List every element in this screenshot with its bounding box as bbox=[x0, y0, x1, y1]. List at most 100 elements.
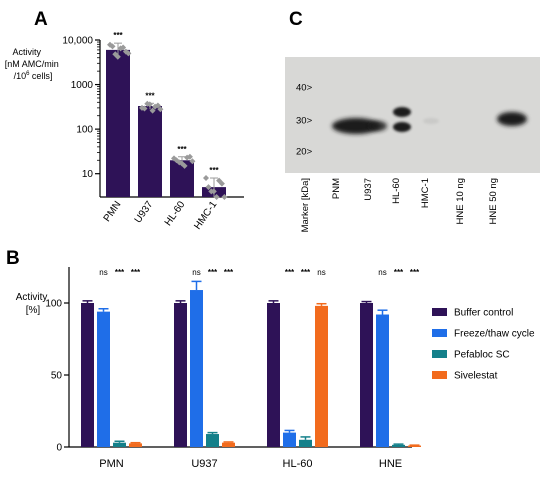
panel-a: A Activity [nM AMC/min /106 cells] 10 100… bbox=[5, 9, 244, 232]
panel-a-data-point bbox=[125, 50, 132, 57]
panel-a-x-labels: PMN U937 HL-60 HMC-1 bbox=[102, 199, 220, 232]
panel-b-bar bbox=[299, 439, 312, 447]
panel-a-ylabel-line2: [nM AMC/min bbox=[5, 59, 59, 69]
panel-b-significance-label: *** bbox=[224, 268, 234, 277]
blot-band-hne-50ng bbox=[497, 112, 527, 126]
panel-b-legend-swatch bbox=[432, 308, 447, 316]
panel-b-bar bbox=[267, 303, 280, 447]
panel-b-significance-label: ns bbox=[317, 268, 325, 277]
panel-b-bar bbox=[408, 445, 421, 447]
panel-a-data-point bbox=[173, 157, 180, 164]
panel-a-data-point bbox=[109, 43, 116, 50]
panel-b-x-label: HL-60 bbox=[283, 458, 313, 470]
panel-a-y-tick-label: 10 bbox=[82, 169, 94, 180]
blot-membrane bbox=[285, 57, 540, 173]
blot-marker-label: 20> bbox=[296, 147, 313, 158]
panel-b-bar bbox=[360, 303, 373, 447]
panel-b-significance-label: ns bbox=[378, 268, 386, 277]
panel-a-y-tick-label: 1000 bbox=[71, 80, 94, 91]
panel-a-data-point bbox=[189, 158, 196, 165]
panel-b-bars bbox=[81, 280, 421, 447]
panel-a-bar bbox=[138, 106, 162, 197]
panel-b-bar bbox=[129, 443, 142, 447]
blot-lane-label: HNE 10 ng bbox=[455, 178, 466, 224]
blot-lane-label: HMC-1 bbox=[420, 178, 431, 208]
panel-b-legend-label: Sivelestat bbox=[454, 371, 498, 382]
panel-b-significance-label: *** bbox=[394, 268, 404, 277]
panel-a-bars: *** *** *** *** bbox=[106, 31, 228, 200]
panel-a-letter: A bbox=[34, 9, 48, 30]
blot-band-u937-lower bbox=[393, 122, 411, 132]
blot-lane-label: HNE 50 ng bbox=[488, 178, 499, 224]
panel-a-data-point bbox=[152, 103, 159, 110]
panel-a-ylabel: Activity [nM AMC/min /106 cells] bbox=[5, 47, 62, 81]
panel-a-data-point bbox=[178, 160, 185, 167]
panel-b-legend-swatch bbox=[432, 350, 447, 358]
panel-b-bar bbox=[222, 442, 235, 447]
panel-b-significance-label: *** bbox=[301, 268, 311, 277]
panel-c-letter: C bbox=[289, 9, 303, 30]
panel-b-bar bbox=[174, 303, 187, 447]
blot-marker-labels: 40> 30> 20> bbox=[296, 83, 313, 158]
blot-marker-label: 30> bbox=[296, 116, 313, 127]
blot-lane-labels: Marker [kDa] PNM U937 HL-60 HMC-1 HNE 10 ng HN… bbox=[300, 178, 499, 232]
blot-band-pnm bbox=[332, 118, 380, 134]
panel-a-data-point bbox=[210, 188, 217, 195]
panel-a-data-point bbox=[221, 194, 228, 200]
panel-a-data-point bbox=[120, 44, 127, 51]
panel-b-y-ticks: 0 50 100 bbox=[45, 299, 69, 454]
panel-b-legend-label: Freeze/thaw cycle bbox=[454, 329, 535, 340]
panel-b-significance: ns *** *** ns *** *** *** *** ns ns *** *** bbox=[99, 268, 420, 277]
panel-a-data-point bbox=[184, 154, 191, 161]
panel-a-y-tick-label: 100 bbox=[76, 125, 93, 136]
panel-b-significance-label: ns bbox=[192, 268, 200, 277]
panel-a-x-label: PMN bbox=[102, 199, 124, 224]
panel-b-x-labels: PMN U937 HL-60 HNE bbox=[99, 458, 402, 470]
panel-b-ylabel: Activity [%] bbox=[16, 292, 50, 316]
panel-a-significance: *** bbox=[177, 145, 187, 154]
panel-b-bar bbox=[190, 290, 203, 447]
panel-b-significance-label: ns bbox=[99, 268, 107, 277]
blot-lane-label: Marker [kDa] bbox=[300, 178, 311, 232]
panel-a-ylabel-line1: Activity bbox=[12, 47, 41, 57]
panel-a-ylabel-line3-rest: cells] bbox=[29, 71, 52, 81]
blot-band-u937-upper bbox=[393, 107, 411, 117]
panel-b-legend-swatch bbox=[432, 371, 447, 379]
panel-b-legend-label: Buffer control bbox=[454, 308, 513, 319]
panel-a-data-point bbox=[203, 175, 209, 182]
panel-a-significance: *** bbox=[113, 31, 123, 40]
panel-b-legend: Buffer control Freeze/thaw cycle Pefabloc … bbox=[432, 308, 535, 382]
panel-a-bar bbox=[170, 160, 194, 197]
panel-a-y-ticks: 10 100 1000 10,000 bbox=[62, 36, 100, 180]
panel-a-data-point bbox=[149, 107, 156, 114]
panel-a-x-label: U937 bbox=[133, 199, 156, 225]
panel-a-significance: *** bbox=[145, 91, 155, 100]
panel-b-significance-label: *** bbox=[131, 268, 141, 277]
blot-band-pnm-tail bbox=[369, 121, 387, 131]
panel-a-ylabel-superscript: 6 bbox=[26, 71, 30, 77]
panel-a-ylabel-line3-text: /10 bbox=[14, 71, 27, 81]
panel-b-bar bbox=[315, 305, 328, 447]
panel-a-data-point bbox=[213, 194, 220, 200]
panel-a-y-tick-label: 10,000 bbox=[62, 36, 93, 47]
panel-a-significance: *** bbox=[209, 166, 219, 175]
panel-a-x-label: HL-60 bbox=[163, 199, 188, 228]
panel-b-bar bbox=[81, 303, 94, 447]
panel-b-significance-label: *** bbox=[285, 268, 295, 277]
panel-b-significance-label: *** bbox=[115, 268, 125, 277]
panel-b-y-tick-label: 0 bbox=[56, 443, 62, 454]
panel-b-letter: B bbox=[6, 248, 20, 269]
panel-b-bar bbox=[283, 432, 296, 447]
panel-b-significance-label: *** bbox=[410, 268, 420, 277]
panel-b-bar bbox=[392, 444, 405, 447]
blot-lane-label: PNM bbox=[331, 178, 342, 199]
panel-b-ylabel-line2: [%] bbox=[26, 305, 41, 316]
blot-bands bbox=[332, 107, 527, 134]
panel-b-x-label: U937 bbox=[191, 458, 217, 470]
panel-a-data-point bbox=[157, 106, 164, 113]
panel-b-bar bbox=[97, 311, 110, 447]
panel-a-x-label: HMC-1 bbox=[192, 199, 219, 232]
blot-band-hl60-faint bbox=[423, 118, 439, 124]
